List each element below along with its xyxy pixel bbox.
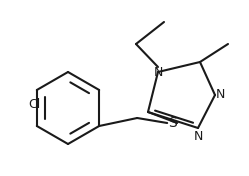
- Text: Cl: Cl: [29, 98, 41, 111]
- Text: N: N: [193, 130, 203, 143]
- Text: N: N: [153, 65, 163, 78]
- Text: S: S: [168, 116, 177, 130]
- Text: N: N: [216, 89, 225, 102]
